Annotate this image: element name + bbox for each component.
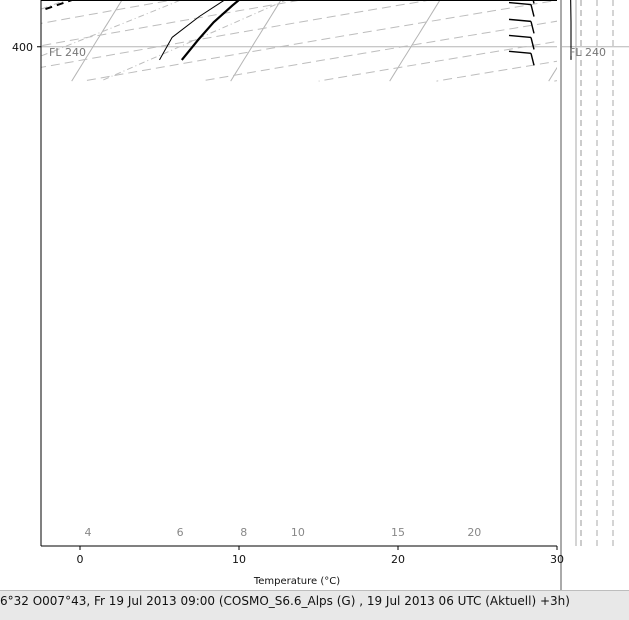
- dry-adiabat: [0, 0, 310, 81]
- x-tick-label: 10: [232, 553, 246, 566]
- grid-layer: [0, 0, 629, 81]
- skewt-chart: 4005006007008009000102030Temperature (°C…: [0, 0, 629, 590]
- wind-barb: [509, 35, 531, 37]
- mixing-ratio-label: 20: [467, 526, 481, 539]
- flight-level-label: FL 240: [49, 46, 86, 59]
- mixing-ratio-label: 4: [84, 526, 91, 539]
- mixing-ratio-label: 6: [177, 526, 184, 539]
- isotherm: [72, 0, 239, 81]
- x-tick-label: 20: [391, 553, 405, 566]
- dry-adiabat: [554, 0, 629, 81]
- moist-adiabat: [0, 0, 1, 81]
- status-bar: 6°32 O007°43, Fr 19 Jul 2013 09:00 (COSM…: [0, 590, 629, 620]
- moist-adiabat: [0, 0, 557, 81]
- y-tick-label: 400: [12, 41, 33, 54]
- mixing-ratio-label: 10: [291, 526, 305, 539]
- wind-barbs: [509, 0, 534, 65]
- moist-adiabat: [101, 0, 629, 81]
- moist-adiabat: [0, 0, 239, 81]
- wind-barb-flag: [531, 21, 534, 33]
- plot-frame: [41, 0, 561, 590]
- wind-barb: [509, 51, 531, 53]
- wind-barb-flag: [531, 53, 534, 65]
- wind-barb: [509, 19, 531, 21]
- wind-barb-flag: [531, 37, 534, 49]
- mixing-ratio-label: 8: [240, 526, 247, 539]
- dry-adiabat: [319, 0, 629, 81]
- status-text: 6°32 O007°43, Fr 19 Jul 2013 09:00 (COSM…: [0, 594, 570, 608]
- moist-adiabat: [0, 0, 319, 81]
- wind-barb: [509, 3, 531, 5]
- wind-barb-flag: [531, 5, 534, 17]
- x-tick-label: 30: [550, 553, 564, 566]
- profile-line-thick-solid: [182, 0, 398, 60]
- axis-labels: 4005006007008009000102030Temperature (°C…: [12, 0, 606, 587]
- side-panel: [562, 0, 629, 546]
- x-axis-title: Temperature (°C): [253, 576, 340, 587]
- flight-level-label-side: FL 240: [569, 46, 606, 59]
- x-tick-label: 0: [77, 553, 84, 566]
- mixing-ratio-label: 15: [391, 526, 405, 539]
